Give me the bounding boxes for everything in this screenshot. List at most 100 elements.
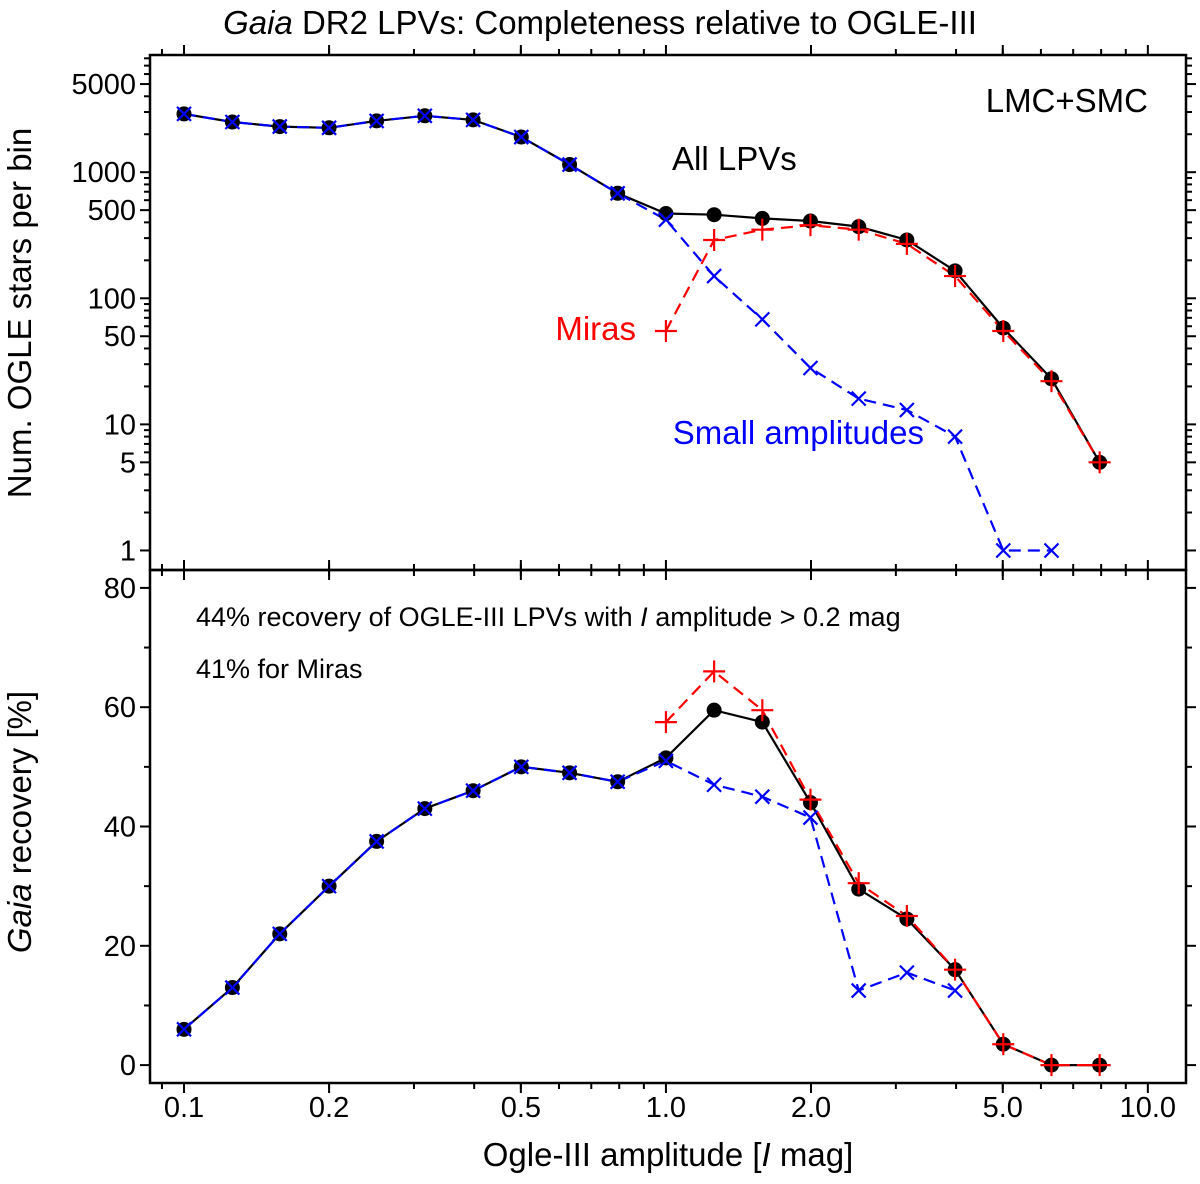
bottom-small-amplitudes-point-b [561, 765, 578, 781]
top-small-amplitudes-point-b [224, 114, 241, 130]
top-small-amplitudes-point [899, 402, 915, 418]
bottom-small-amplitudes-point-b [706, 776, 722, 793]
top-all-lpvs-point [754, 210, 770, 226]
bottom-miras-line [665, 669, 1100, 1067]
bottom-small-amplitudes-point-b [609, 773, 626, 790]
chart-title: Gaia DR2 LPVs: Completeness relative to … [223, 4, 977, 41]
bottom-miras-point [847, 872, 870, 895]
bottom-small-amplitudes-point [513, 759, 530, 775]
all-lpvs-label: All LPVs [672, 140, 797, 177]
bottom-all-lpvs-point [706, 702, 722, 718]
x-axis-label-italic: I [762, 1136, 771, 1173]
bottom-small-amplitudes-point [561, 765, 578, 781]
bottom-miras-point [1088, 1054, 1111, 1077]
bottom-all-lpvs-line [183, 708, 1100, 1067]
top-small-amplitudes-point-b [995, 542, 1012, 559]
x-tick-label: 0.1 [164, 1092, 204, 1124]
top-miras-point [1088, 451, 1111, 474]
bottom-small-amplitudes-point [609, 773, 626, 790]
x-tick-label: 2.0 [791, 1092, 831, 1124]
bottom-small-amplitudes-point-b [224, 979, 241, 996]
bottom-small-amplitudes-point-b [465, 782, 481, 799]
top-small-amplitudes-point [417, 108, 433, 124]
bottom-small-amplitudes-point-b [176, 1021, 192, 1038]
bottom-small-amplitudes-point [754, 788, 771, 805]
top-small-amplitudes-point [754, 311, 771, 328]
top-small-amplitudes-point [321, 120, 337, 136]
bottom-miras-point [1040, 1054, 1063, 1077]
top-small-amplitudes-point [850, 390, 867, 407]
top-small-amplitudes-point-b [802, 360, 819, 376]
top-small-amplitudes-point [658, 211, 674, 228]
miras-recovery-note: 41% for Miras [196, 654, 363, 684]
chart-title-italic: Gaia [223, 4, 293, 41]
top-small-amplitudes-point [176, 106, 192, 122]
recovery-note: 44% recovery of OGLE-III LPVs with I amp… [196, 602, 901, 632]
bottom-y-tick-label: 60 [104, 692, 136, 724]
x-tick-label: 1.0 [646, 1092, 686, 1124]
top-miras-point [654, 320, 677, 343]
bottom-small-amplitudes-point-b [513, 759, 530, 775]
top-small-amplitudes-point [706, 268, 722, 284]
x-tick-label: 0.5 [501, 1092, 541, 1124]
x-axis-label: Ogle-III amplitude [I mag] [483, 1136, 854, 1173]
top-y-tick-label: 500 [88, 195, 136, 227]
bottom-small-amplitudes-point [899, 964, 915, 981]
bottom-small-amplitudes-point-b [368, 833, 385, 850]
bottom-miras-point [654, 711, 677, 734]
bottom-small-amplitudes-point-b [947, 982, 963, 999]
top-miras-point [847, 218, 870, 241]
bottom-small-amplitudes-line [183, 759, 956, 1031]
bottom-small-amplitudes-point [658, 753, 674, 769]
bottom-small-amplitudes-point [271, 926, 288, 942]
top-small-amplitudes-point [802, 360, 819, 376]
bottom-y-tick-label: 80 [104, 573, 136, 605]
bottom-small-amplitudes-point-b [321, 878, 337, 894]
bottom-miras-point [895, 904, 918, 927]
top-small-amplitudes-point-b [513, 129, 530, 145]
top-miras-line [664, 224, 1101, 463]
recovery-note-post: amplitude > 0.2 mag [648, 602, 901, 632]
top-small-amplitudes-point [561, 156, 578, 173]
bottom-panel-frame [148, 568, 1188, 1085]
top-y-tick-label: 100 [88, 283, 136, 315]
bottom-miras-point [703, 660, 726, 683]
top-y-tick-label: 10 [104, 409, 136, 441]
top-miras-point [703, 228, 726, 251]
top-small-amplitudes-point [271, 118, 288, 135]
bottom-all-lpvs-point [754, 714, 770, 730]
top-small-amplitudes-point-b [658, 211, 674, 228]
top-miras-point [751, 218, 774, 241]
bottom-y-axis-label: Gaia recovery [%] [1, 691, 38, 953]
top-all-lpvs-point [706, 207, 722, 223]
bottom-y-tick-label: 0 [120, 1050, 136, 1082]
bottom-small-amplitudes-point [947, 982, 963, 999]
bottom-small-amplitudes-point [417, 800, 433, 817]
top-small-amplitudes-point [947, 428, 963, 445]
top-all-lpvs-line [183, 112, 1101, 463]
recovery-note-pre: 44% recovery of OGLE-III LPVs with [196, 602, 640, 632]
top-small-amplitudes-point-b [1043, 542, 1060, 559]
top-miras-point [944, 265, 967, 288]
miras-label: Miras [555, 310, 636, 347]
bottom-miras-point [751, 699, 774, 722]
top-y-tick-label: 5000 [71, 69, 136, 101]
bottom-small-amplitudes-point [802, 809, 819, 826]
top-y-axis-label: Num. OGLE stars per bin [1, 128, 38, 498]
bottom-small-amplitudes-point-b [802, 809, 819, 826]
bottom-small-amplitudes-point [706, 776, 722, 793]
top-small-amplitudes-point [609, 185, 626, 202]
bottom-miras-point [992, 1033, 1015, 1056]
bottom-small-amplitudes-point [368, 833, 385, 850]
top-small-amplitudes-point-b [417, 108, 433, 124]
bottom-small-amplitudes-point-b [271, 926, 288, 942]
bottom-small-amplitudes-point-b [899, 964, 915, 981]
small-amplitudes-label: Small amplitudes [673, 414, 924, 451]
x-axis-label-pre: Ogle-III amplitude [ [483, 1136, 762, 1173]
top-small-amplitudes-point [224, 114, 241, 130]
top-small-amplitudes-point-b [850, 390, 867, 407]
top-small-amplitudes-point-b [609, 185, 626, 202]
top-small-amplitudes-point-b [706, 268, 722, 284]
top-y-tick-label: 1 [120, 535, 136, 567]
top-small-amplitudes-point-b [321, 120, 337, 136]
